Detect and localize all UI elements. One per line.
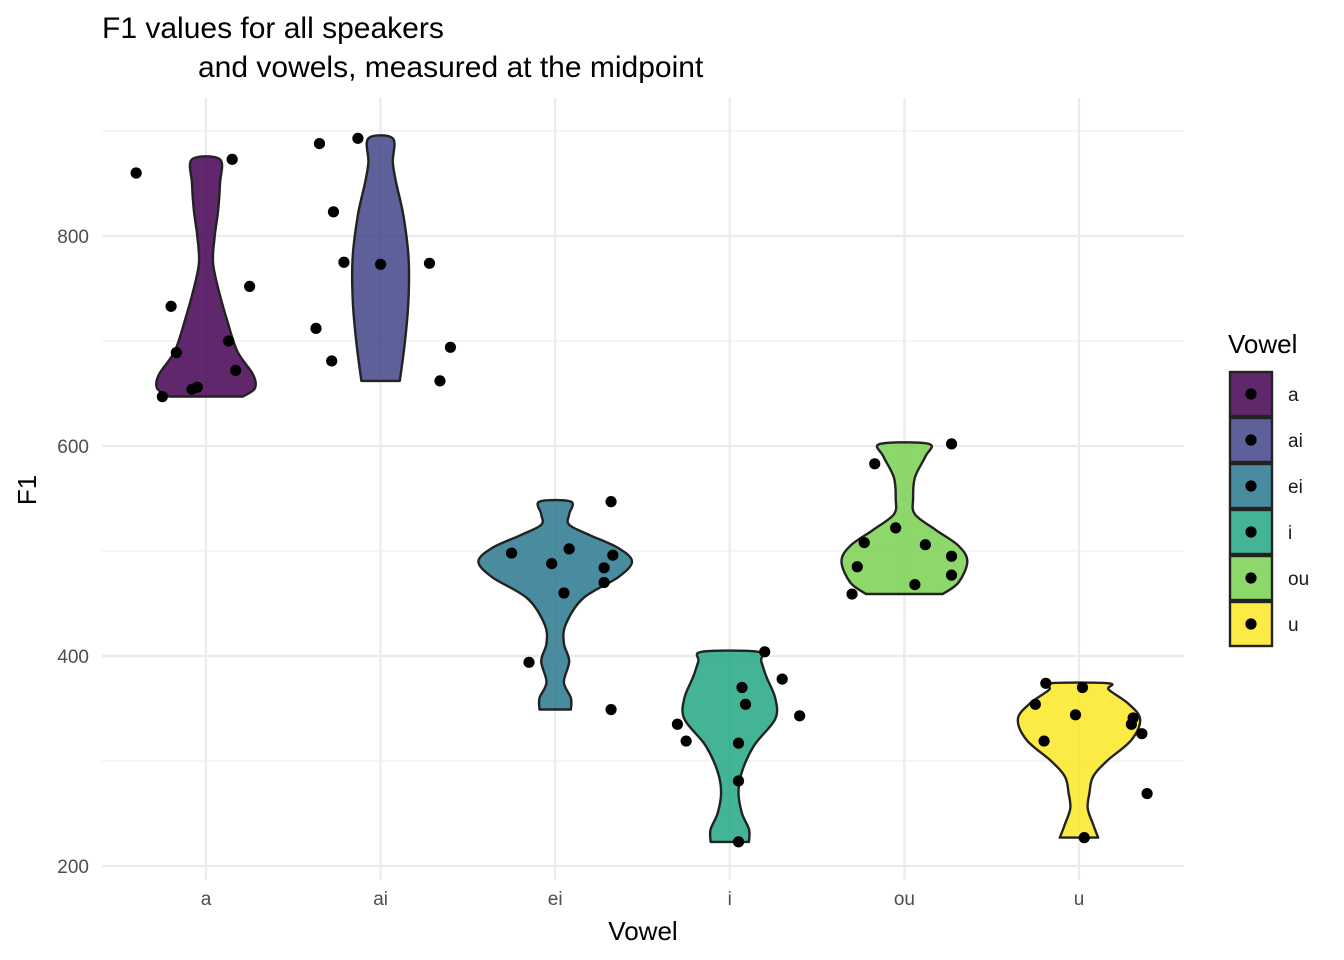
x-tick-label: ai xyxy=(373,889,388,910)
legend: Vowel a ai ei i ou u xyxy=(1228,329,1309,648)
data-point-ai xyxy=(313,138,326,150)
y-tick-label: 800 xyxy=(57,227,89,248)
legend-key-point-ou xyxy=(1245,572,1257,584)
data-point-i xyxy=(732,775,745,787)
legend-label-i: i xyxy=(1288,523,1292,544)
x-tick-label: ou xyxy=(894,889,915,910)
data-point-u xyxy=(1141,787,1153,800)
data-point-a xyxy=(223,335,235,347)
data-point-ai xyxy=(352,132,364,144)
legend-title: Vowel xyxy=(1228,329,1297,359)
violin-ou xyxy=(840,441,969,596)
data-point-ou xyxy=(858,537,870,549)
gridlines xyxy=(102,98,1184,880)
data-point-ai xyxy=(375,258,387,270)
data-point-ou xyxy=(945,569,958,581)
legend-label-ei: ei xyxy=(1288,477,1303,498)
data-point-ai xyxy=(434,375,446,387)
legend-label-a: a xyxy=(1288,385,1299,406)
data-point-ou xyxy=(945,438,958,450)
x-axis-title: Vowel xyxy=(608,916,677,946)
data-point-i xyxy=(794,710,806,722)
data-point-ai xyxy=(327,206,340,218)
data-point-i xyxy=(759,646,771,658)
chart-title-line-2: and vowels, measured at the midpoint xyxy=(198,51,704,84)
chart-title: F1 values for all speakers and vowels, m… xyxy=(102,12,704,84)
data-point-a xyxy=(244,280,256,292)
data-point-ou xyxy=(919,539,931,551)
x-tick-label: ei xyxy=(548,889,563,910)
legend-key-point-ai xyxy=(1245,434,1257,446)
legend-label-ai: ai xyxy=(1288,431,1303,452)
y-axis-tick-labels: 200 400 600 800 xyxy=(57,227,89,878)
data-point-ei xyxy=(598,576,610,589)
data-point-u xyxy=(1069,709,1082,721)
data-point-u xyxy=(1078,832,1090,844)
chart-title-line-1: F1 values for all speakers xyxy=(102,12,444,45)
data-point-i xyxy=(732,836,745,848)
y-tick-label: 600 xyxy=(57,437,89,458)
y-axis-title: F1 xyxy=(12,475,42,505)
data-point-ou xyxy=(851,561,863,573)
data-point-i xyxy=(732,737,745,749)
data-point-a xyxy=(226,153,238,165)
data-point-ei xyxy=(558,587,570,599)
data-point-ei xyxy=(607,549,619,561)
data-point-ei xyxy=(605,703,617,716)
data-point-a xyxy=(156,391,168,403)
data-point-ou xyxy=(945,550,958,562)
data-points xyxy=(130,132,1153,848)
violin-a xyxy=(154,155,258,398)
data-point-u xyxy=(1040,677,1052,689)
legend-key-point-ei xyxy=(1245,480,1257,492)
data-point-i xyxy=(680,735,692,747)
x-tick-label: a xyxy=(201,889,212,910)
violin-u xyxy=(1016,681,1142,839)
data-point-i xyxy=(736,681,748,694)
data-point-ei xyxy=(546,558,558,570)
data-point-ou xyxy=(846,588,858,600)
data-point-ou xyxy=(869,458,881,470)
violins xyxy=(154,134,1142,844)
y-tick-label: 200 xyxy=(57,857,89,878)
x-axis-tick-labels: a ai ei i ou u xyxy=(201,889,1085,910)
legend-key-point-i xyxy=(1245,526,1257,538)
data-point-ai xyxy=(444,341,457,353)
data-point-ou xyxy=(909,579,921,591)
data-point-u xyxy=(1076,681,1089,694)
data-point-ai xyxy=(338,256,350,268)
violin-ai xyxy=(350,134,411,383)
data-point-a xyxy=(165,300,177,312)
data-point-ei xyxy=(563,543,575,555)
data-point-a xyxy=(191,381,203,393)
x-tick-label: u xyxy=(1074,889,1085,910)
data-point-ei xyxy=(598,562,610,574)
data-point-a xyxy=(130,167,142,179)
data-point-u xyxy=(1125,718,1137,730)
data-point-a xyxy=(230,364,242,376)
legend-key-point-a xyxy=(1245,388,1257,400)
x-tick-label: i xyxy=(728,889,732,910)
data-point-i xyxy=(671,718,684,730)
y-tick-label: 400 xyxy=(57,647,89,668)
legend-label-u: u xyxy=(1288,615,1299,636)
data-point-ei xyxy=(505,547,518,559)
data-point-ei xyxy=(605,496,617,508)
data-point-i xyxy=(776,673,788,685)
legend-key-point-u xyxy=(1245,618,1257,630)
violin-i xyxy=(681,649,779,844)
data-point-ai xyxy=(423,257,436,269)
data-point-ei xyxy=(523,656,535,668)
data-point-ai xyxy=(326,355,338,367)
data-point-a xyxy=(170,346,182,359)
violin-ei xyxy=(477,498,634,711)
data-point-ai xyxy=(310,322,322,334)
data-point-u xyxy=(1038,735,1050,747)
data-point-u xyxy=(1029,698,1041,710)
data-point-ou xyxy=(890,522,902,534)
data-point-u xyxy=(1136,728,1148,740)
data-point-i xyxy=(739,698,752,710)
legend-label-ou: ou xyxy=(1288,569,1309,590)
